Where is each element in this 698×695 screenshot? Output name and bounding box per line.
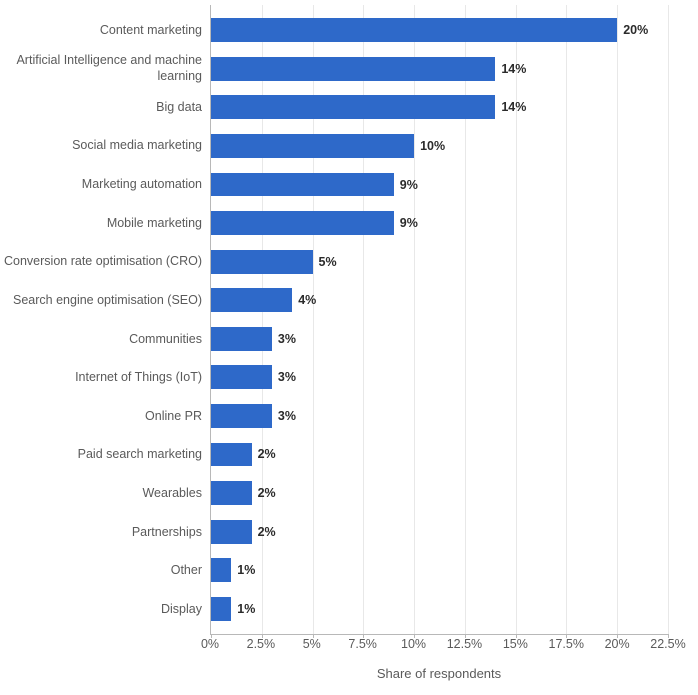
x-tick-label: 20% xyxy=(605,637,630,651)
bar xyxy=(211,211,394,235)
x-tick-label: 2.5% xyxy=(247,637,276,651)
x-tick-label: 15% xyxy=(503,637,528,651)
bar xyxy=(211,597,231,621)
bar-row: 9% xyxy=(211,204,668,243)
bar-value-label: 4% xyxy=(298,293,316,307)
bar xyxy=(211,520,252,544)
category-label: Conversion rate optimisation (CRO) xyxy=(4,254,204,270)
x-axis-title: Share of respondents xyxy=(210,666,668,681)
bar-row: 14% xyxy=(211,88,668,127)
bar-value-label: 1% xyxy=(237,563,255,577)
x-tick-label: 17.5% xyxy=(548,637,583,651)
bar xyxy=(211,404,272,428)
category-label: Artificial Intelligence and machine lear… xyxy=(0,53,204,84)
bar-row: 9% xyxy=(211,165,668,204)
bar xyxy=(211,288,292,312)
bar-value-label: 1% xyxy=(237,602,255,616)
category-label: Internet of Things (IoT) xyxy=(75,370,204,386)
bar-row: 3% xyxy=(211,358,668,397)
category-label: Mobile marketing xyxy=(107,216,204,232)
y-axis-labels: Content marketing Artificial Intelligence… xyxy=(0,5,204,635)
bar-row: 10% xyxy=(211,127,668,166)
x-tick-label: 22.5% xyxy=(650,637,685,651)
category-label: Marketing automation xyxy=(82,177,204,193)
bar-value-label: 2% xyxy=(258,447,276,461)
x-tick-label: 5% xyxy=(303,637,321,651)
bar-row: 1% xyxy=(211,589,668,628)
bar xyxy=(211,95,495,119)
bar xyxy=(211,18,617,42)
x-axis-ticks: 0%2.5%5%7.5%10%12.5%15%17.5%20%22.5% xyxy=(210,637,668,655)
x-tick-label: 12.5% xyxy=(447,637,482,651)
bar-value-label: 9% xyxy=(400,216,418,230)
x-tick-label: 0% xyxy=(201,637,219,651)
category-label: Social media marketing xyxy=(72,138,204,154)
category-label: Paid search marketing xyxy=(78,447,204,463)
category-label: Content marketing xyxy=(100,23,204,39)
bar-row: 3% xyxy=(211,397,668,436)
bar xyxy=(211,365,272,389)
category-label: Display xyxy=(161,602,204,618)
bar-row: 1% xyxy=(211,551,668,590)
bar-value-label: 3% xyxy=(278,409,296,423)
bar-value-label: 9% xyxy=(400,178,418,192)
bar-chart: Content marketing Artificial Intelligence… xyxy=(0,0,698,695)
bar xyxy=(211,558,231,582)
bar-row: 2% xyxy=(211,435,668,474)
bar-row: 20% xyxy=(211,11,668,50)
category-label: Online PR xyxy=(145,409,204,425)
bar-value-label: 5% xyxy=(319,255,337,269)
plot-area: 20% 14% 14% 10% 9% 9% 5% 4% 3% 3% 3% 2% 2% 2% 1% 1% xyxy=(210,5,668,635)
bars-container: 20% 14% 14% 10% 9% 9% 5% 4% 3% 3% 3% 2% 2% 2% 1% 1% xyxy=(211,5,668,634)
category-label: Communities xyxy=(129,332,204,348)
bar xyxy=(211,134,414,158)
bar-row: 2% xyxy=(211,474,668,513)
bar-value-label: 2% xyxy=(258,525,276,539)
bar-value-label: 3% xyxy=(278,370,296,384)
bar-row: 4% xyxy=(211,281,668,320)
x-tick-label: 10% xyxy=(401,637,426,651)
category-label: Partnerships xyxy=(132,525,204,541)
bar-row: 14% xyxy=(211,50,668,89)
bar-value-label: 14% xyxy=(501,100,526,114)
bar xyxy=(211,327,272,351)
category-label: Wearables xyxy=(142,486,204,502)
bar-row: 3% xyxy=(211,320,668,359)
bar-value-label: 3% xyxy=(278,332,296,346)
bar xyxy=(211,443,252,467)
bar xyxy=(211,173,394,197)
category-label: Other xyxy=(171,563,204,579)
bar-row: 2% xyxy=(211,512,668,551)
x-tick-label: 7.5% xyxy=(348,637,377,651)
bar-value-label: 2% xyxy=(258,486,276,500)
category-label: Big data xyxy=(156,100,204,116)
bar-value-label: 20% xyxy=(623,23,648,37)
gridline xyxy=(668,5,669,634)
bar xyxy=(211,481,252,505)
bar xyxy=(211,250,313,274)
bar xyxy=(211,57,495,81)
bar-value-label: 14% xyxy=(501,62,526,76)
category-label: Search engine optimisation (SEO) xyxy=(13,293,204,309)
bar-row: 5% xyxy=(211,242,668,281)
bar-value-label: 10% xyxy=(420,139,445,153)
